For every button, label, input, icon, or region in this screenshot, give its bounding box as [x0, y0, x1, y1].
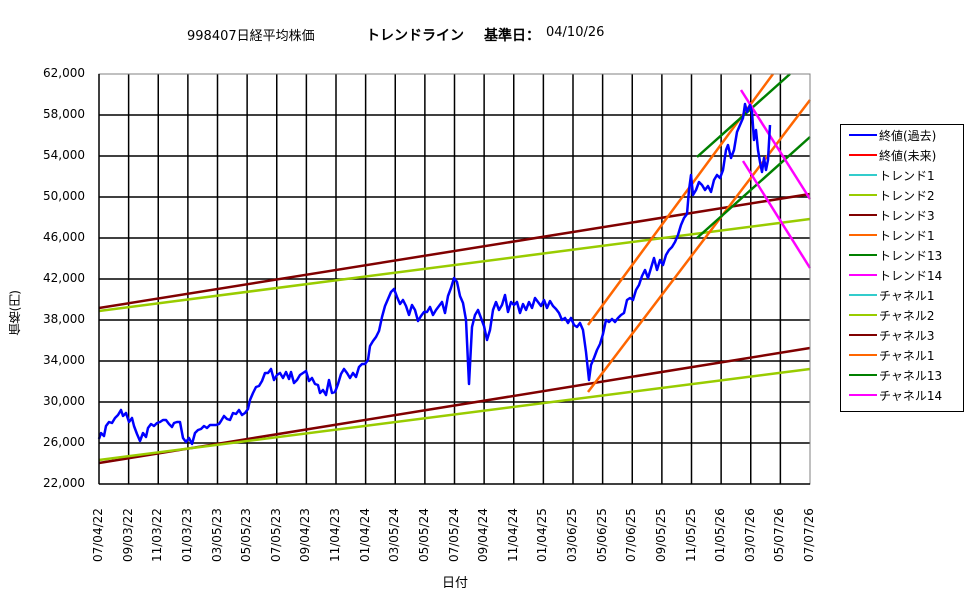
legend-swatch — [849, 334, 877, 336]
legend-swatch — [849, 234, 877, 236]
legend-swatch — [849, 394, 877, 396]
legend-item: チャネル2 — [849, 305, 935, 325]
title-main: トレンドライン — [366, 28, 464, 44]
legend-item: チャネル3 — [849, 325, 935, 345]
legend-label: トレンド14 — [879, 268, 943, 283]
legend-item: トレンド13 — [849, 245, 942, 265]
price-line — [97, 102, 772, 446]
legend-item: チャネル1 — [849, 345, 935, 365]
y-tick-label: 62,000 — [43, 66, 85, 80]
legend-swatch — [849, 374, 877, 376]
legend-swatch — [849, 294, 877, 296]
legend-item: チャネル13 — [849, 365, 942, 385]
legend-label: トレンド2 — [879, 188, 935, 203]
legend-item: 終値(未来) — [849, 145, 936, 165]
legend-label: チャネル2 — [879, 308, 935, 323]
y-tick-label: 50,000 — [43, 189, 85, 203]
legend-item: トレンド14 — [849, 265, 942, 285]
title-base-date: 04/10/26 — [546, 25, 605, 40]
legend-label: チャネル3 — [879, 328, 935, 343]
x-axis-title: 日付 — [442, 576, 469, 591]
legend-item: トレンド2 — [849, 185, 935, 205]
title-code: 998407日経平均株価 — [187, 29, 315, 44]
y-tick-label: 26,000 — [43, 435, 85, 449]
y-tick-label: 30,000 — [43, 394, 85, 408]
y-tick-label: 34,000 — [43, 353, 85, 367]
y-tick-label: 22,000 — [43, 476, 85, 490]
legend-label: トレンド1 — [879, 168, 935, 183]
legend-swatch — [849, 354, 877, 356]
legend-swatch — [849, 254, 877, 256]
y-tick-label: 54,000 — [43, 148, 85, 162]
legend-item: 終値(過去) — [849, 125, 936, 145]
legend-label: トレンド3 — [879, 208, 935, 223]
legend-swatch — [849, 174, 877, 176]
legend-label: 終値(過去) — [879, 128, 937, 143]
legend-item: トレンド1 — [849, 225, 935, 245]
legend-swatch — [849, 154, 877, 156]
legend-label: チャネル1 — [879, 288, 935, 303]
legend-item: チャネル14 — [849, 385, 942, 405]
legend-swatch — [849, 214, 877, 216]
legend-item: トレンド3 — [849, 205, 935, 225]
legend: 終値(過去) 終値(未来) トレンド1 トレンド2 トレンド3 トレンド1 トレンド13 トレ… — [840, 124, 964, 412]
legend-swatch — [849, 274, 877, 276]
legend-swatch — [849, 134, 877, 136]
legend-label: トレンド13 — [879, 248, 943, 263]
y-tick-label: 42,000 — [43, 271, 85, 285]
legend-swatch — [849, 314, 877, 316]
y-tick-label: 46,000 — [43, 230, 85, 244]
y-tick-label: 58,000 — [43, 107, 85, 121]
y-tick-label: 38,000 — [43, 312, 85, 326]
legend-label: 終値(未来) — [879, 148, 937, 163]
legend-label: トレンド1 — [879, 228, 935, 243]
legend-item: チャネル1 — [849, 285, 935, 305]
title-base-label: 基準日： — [484, 28, 540, 44]
legend-swatch — [849, 194, 877, 196]
legend-label: チャネル13 — [879, 368, 943, 383]
legend-label: チャネル1 — [879, 348, 935, 363]
legend-label: チャネル14 — [879, 388, 943, 403]
legend-item: トレンド1 — [849, 165, 935, 185]
series-lines — [97, 73, 812, 465]
chart-title: 998407日経平均株価 トレンドライン 基準日： 04/10/26 — [0, 25, 975, 45]
